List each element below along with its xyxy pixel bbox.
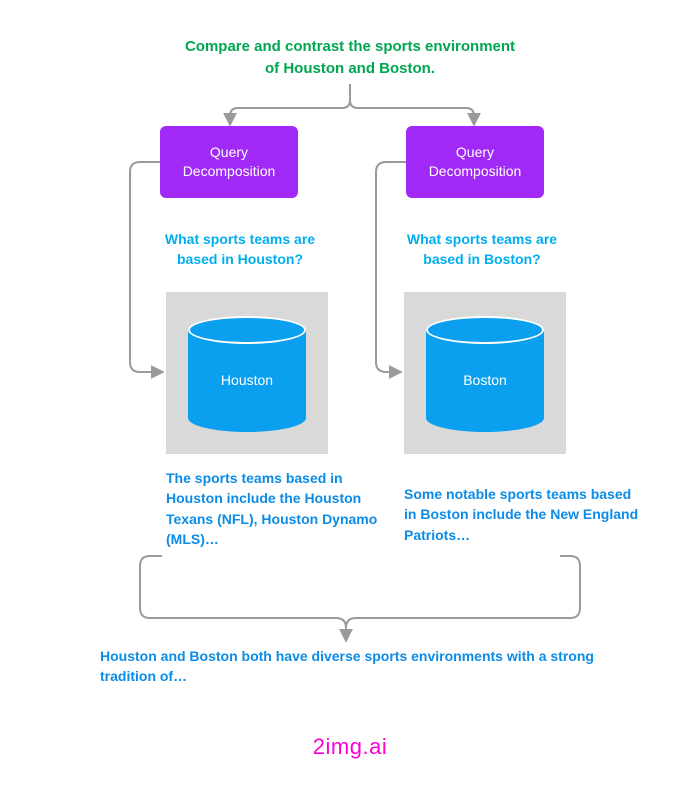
- database-frame-boston: Boston: [404, 292, 566, 454]
- database-icon: Boston: [426, 316, 544, 432]
- title-line2: of Houston and Boston.: [265, 60, 435, 77]
- database-frame-houston: Houston: [166, 292, 328, 454]
- query-decomposition-box-right: Query Decomposition: [406, 126, 544, 198]
- database-icon: Houston: [188, 316, 306, 432]
- title-line1: Compare and contrast the sports environm…: [185, 38, 515, 55]
- sub-question-right: What sports teams are based in Boston?: [388, 230, 576, 269]
- result-text-houston: The sports teams based in Houston includ…: [166, 468, 378, 549]
- final-answer-text: Houston and Boston both have diverse spo…: [100, 646, 640, 687]
- result-text-boston: Some notable sports teams based in Bosto…: [404, 484, 644, 545]
- sub-question-left: What sports teams are based in Houston?: [146, 230, 334, 269]
- box-label: Query Decomposition: [183, 143, 276, 181]
- database-label: Houston: [188, 372, 306, 388]
- watermark: 2img.ai: [0, 734, 700, 760]
- database-label: Boston: [426, 372, 544, 388]
- query-decomposition-box-left: Query Decomposition: [160, 126, 298, 198]
- diagram-title: Compare and contrast the sports environm…: [0, 36, 700, 80]
- box-label: Query Decomposition: [429, 143, 522, 181]
